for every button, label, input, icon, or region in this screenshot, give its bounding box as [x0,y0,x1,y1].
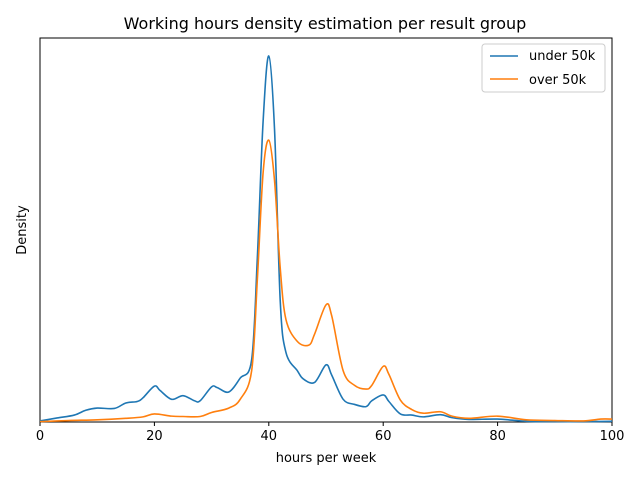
x-tick-label: 60 [375,429,392,444]
y-axis-label: Density [15,205,30,255]
x-axis-label: hours per week [276,451,377,466]
x-tick-label: 40 [261,429,278,444]
x-tick-label: 80 [489,429,506,444]
series-line-over-50k [39,139,613,423]
plot-area [39,37,613,423]
series-line-under-50k [39,55,613,423]
x-tick-label: 100 [600,429,625,444]
chart-title: Working hours density estimation per res… [124,14,527,33]
series-layer [39,55,613,423]
legend: under 50k over 50k [481,43,606,93]
x-tick-label: 0 [36,429,44,444]
x-axis: 0 20 40 60 80 100 [36,422,625,444]
legend-label-under-50k: under 50k [529,49,596,64]
x-tick-label: 20 [146,429,163,444]
plot-frame [39,37,613,423]
legend-label-over-50k: over 50k [529,73,587,88]
